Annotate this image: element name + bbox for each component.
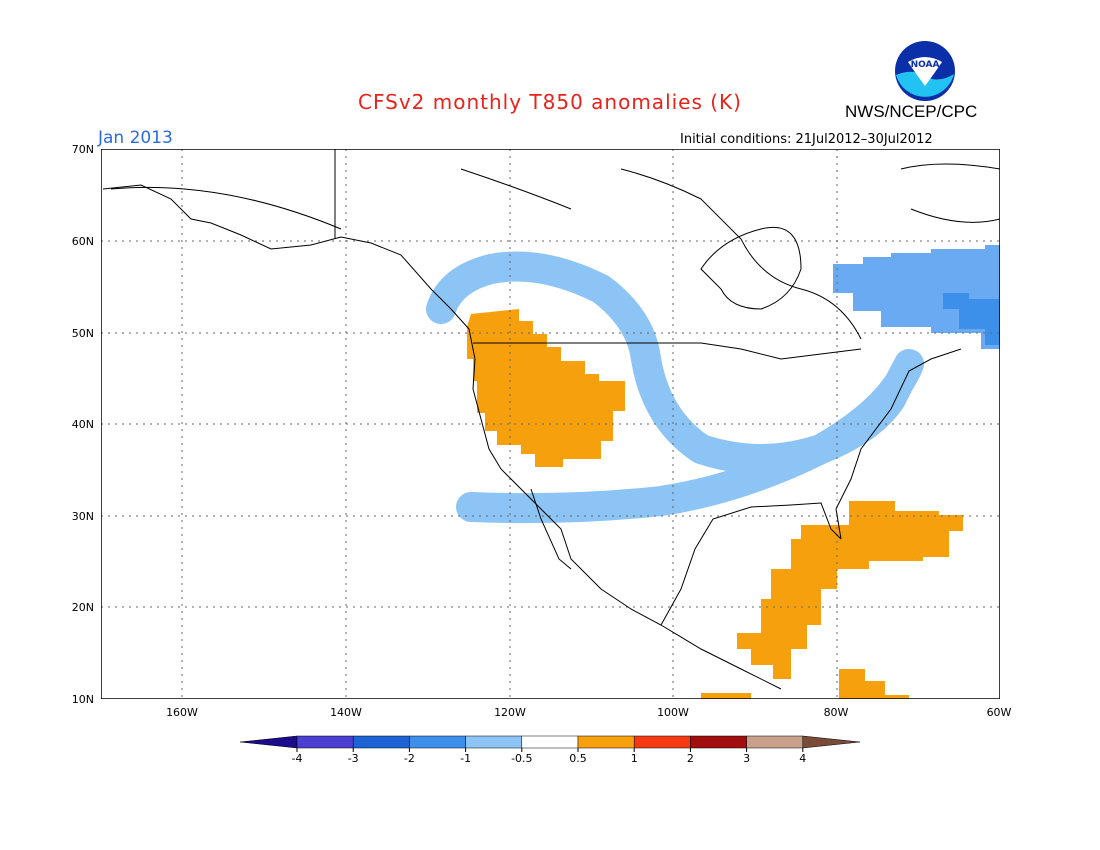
lon-tick: 140W (330, 706, 362, 719)
noaa-logo: NOAA (895, 41, 955, 101)
us-canada-border (473, 342, 862, 360)
lat-tick: 40N (71, 418, 94, 431)
cool-anomaly-canada-east (833, 245, 1000, 349)
gulf-coast (660, 502, 842, 626)
greenland (900, 163, 1000, 223)
colorbar-ticks (296, 748, 804, 752)
lat-tick: 10N (71, 693, 94, 706)
colorbar-box (465, 735, 523, 749)
colorbar (240, 735, 860, 752)
canada-arctic (110, 168, 862, 340)
east-coast (835, 348, 962, 540)
colorbar-label: 1 (630, 752, 638, 765)
lon-tick: 80W (823, 706, 849, 719)
warm-area-central-america (701, 693, 751, 699)
lon-tick: 60W (986, 706, 1012, 719)
alaska-coast (102, 184, 470, 330)
colorbar-label: 4 (799, 752, 807, 765)
colorbar-label: -1 (460, 752, 472, 765)
lat-tick: 20N (71, 601, 94, 614)
hudson-bay (700, 227, 802, 310)
colorbar-label: -3 (347, 752, 359, 765)
colorbar-label: -2 (403, 752, 415, 765)
colorbar-label: 2 (686, 752, 694, 765)
colorbar-arrow-right (802, 735, 860, 749)
anomaly-map (101, 149, 1000, 699)
colorbar-box (690, 735, 747, 749)
colorbar-box (577, 735, 635, 749)
colorbar-box (409, 735, 466, 749)
lat-tick: 60N (71, 235, 94, 248)
lat-tick: 30N (71, 510, 94, 523)
baja (530, 488, 572, 570)
colorbar-arrow-left (240, 735, 298, 749)
initial-conditions: Initial conditions: 21Jul2012–30Jul2012 (680, 132, 933, 147)
colorbar-box (633, 735, 691, 749)
colorbar-box (352, 735, 410, 749)
colorbar-box (296, 735, 354, 749)
colorbar-label: 3 (743, 752, 751, 765)
colorbar-box (521, 735, 579, 749)
lat-tick: 70N (71, 143, 94, 156)
warm-area-south-america (839, 669, 909, 699)
warm-area-caribbean (737, 501, 963, 679)
colorbar-box (746, 735, 804, 749)
colorbar-label: -0.5 (511, 752, 533, 765)
colorbar-label: -4 (291, 752, 303, 765)
logo-text: NOAA (911, 60, 940, 70)
colorbar-segments (240, 735, 860, 749)
lon-tick: 160W (166, 706, 198, 719)
warm-area-western-us (467, 309, 625, 467)
west-coast (468, 328, 782, 690)
cool-anomaly-strong (943, 293, 1000, 345)
map-title: CFSv2 monthly T850 anomalies (K) (358, 90, 742, 114)
colorbar-label: 0.5 (569, 752, 587, 765)
map-grid (101, 149, 1000, 699)
forecast-month: Jan 2013 (98, 128, 173, 148)
agency-label: NWS/NCEP/CPC (845, 102, 978, 121)
lon-tick: 100W (657, 706, 689, 719)
cool-anomaly-band (426, 251, 924, 524)
lon-tick: 120W (494, 706, 526, 719)
lat-tick: 50N (71, 327, 94, 340)
warm-anomaly-areas (467, 309, 963, 699)
coastlines (102, 149, 1000, 690)
